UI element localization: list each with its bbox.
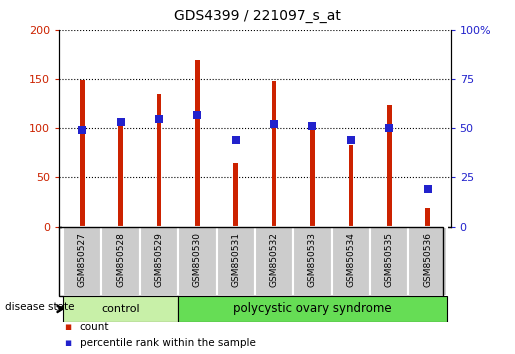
Text: count: count: [80, 322, 109, 332]
FancyBboxPatch shape: [408, 227, 447, 296]
Text: GSM850534: GSM850534: [347, 232, 355, 287]
FancyBboxPatch shape: [216, 227, 255, 296]
Point: [423, 187, 432, 192]
Text: percentile rank within the sample: percentile rank within the sample: [80, 338, 256, 348]
Bar: [80, 80, 84, 227]
Text: GSM850530: GSM850530: [193, 232, 202, 287]
Text: polycystic ovary syndrome: polycystic ovary syndrome: [233, 302, 392, 315]
Text: ◾: ◾: [64, 338, 72, 348]
FancyBboxPatch shape: [178, 296, 447, 322]
Text: control: control: [101, 304, 140, 314]
FancyBboxPatch shape: [140, 227, 178, 296]
Text: GDS4399 / 221097_s_at: GDS4399 / 221097_s_at: [174, 9, 341, 23]
Text: GSM850529: GSM850529: [154, 232, 163, 287]
Bar: [233, 163, 238, 227]
Point: [78, 127, 87, 133]
Point: [270, 121, 278, 127]
FancyBboxPatch shape: [101, 227, 140, 296]
Bar: [118, 124, 123, 227]
Text: GSM850533: GSM850533: [308, 232, 317, 287]
Bar: [425, 208, 430, 227]
Text: GSM850531: GSM850531: [231, 232, 240, 287]
Bar: [272, 81, 277, 227]
Text: GSM850527: GSM850527: [78, 232, 87, 287]
FancyBboxPatch shape: [255, 227, 294, 296]
Point: [232, 137, 240, 143]
FancyBboxPatch shape: [63, 296, 178, 322]
FancyBboxPatch shape: [332, 227, 370, 296]
Text: GSM850535: GSM850535: [385, 232, 394, 287]
Bar: [310, 125, 315, 227]
FancyBboxPatch shape: [294, 227, 332, 296]
Point: [155, 116, 163, 121]
Text: disease state: disease state: [5, 302, 75, 312]
Point: [193, 112, 201, 118]
FancyBboxPatch shape: [178, 227, 216, 296]
Point: [308, 124, 317, 129]
FancyBboxPatch shape: [370, 227, 408, 296]
Bar: [349, 145, 353, 227]
Text: GSM850532: GSM850532: [270, 232, 279, 287]
Text: GSM850536: GSM850536: [423, 232, 432, 287]
FancyBboxPatch shape: [63, 227, 101, 296]
Bar: [195, 59, 200, 227]
Point: [347, 137, 355, 143]
Point: [385, 125, 393, 131]
Bar: [157, 94, 161, 227]
Bar: [387, 105, 391, 227]
Text: ◾: ◾: [64, 322, 72, 332]
Point: [116, 120, 125, 125]
Text: GSM850528: GSM850528: [116, 232, 125, 287]
